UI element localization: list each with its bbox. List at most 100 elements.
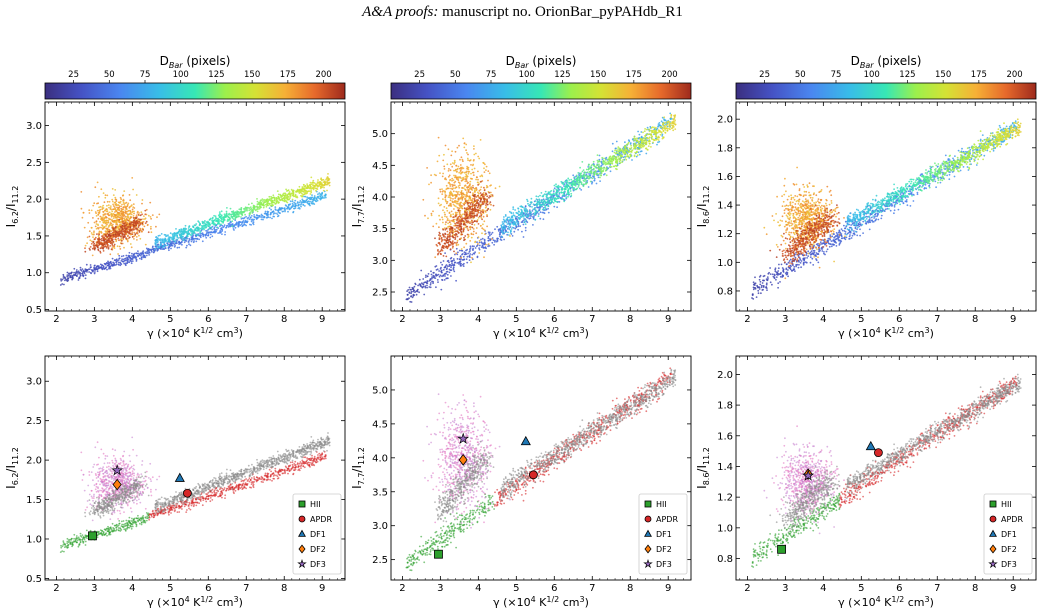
scatter-point — [285, 188, 287, 191]
scatter-point — [441, 275, 443, 278]
scatter-point — [282, 210, 285, 213]
scatter-point — [235, 211, 237, 214]
scatter-point — [89, 246, 92, 248]
scatter-point — [477, 155, 480, 158]
scatter-point — [262, 200, 265, 202]
scatter-point — [641, 141, 644, 143]
scatter-point — [129, 212, 132, 215]
scatter-point — [196, 233, 198, 236]
scatter-point — [261, 215, 264, 217]
scatter-point — [557, 188, 560, 191]
scatter-point — [458, 207, 461, 210]
scatter-point — [541, 195, 544, 198]
scatter-point — [615, 149, 618, 152]
scatter-point — [566, 184, 569, 187]
scatter-point — [111, 238, 114, 241]
scatter-point — [431, 277, 433, 280]
scatter-point — [129, 243, 132, 245]
x-tick-label: 5 — [167, 314, 173, 325]
scatter-point — [566, 187, 569, 189]
scatter-point — [319, 198, 322, 201]
scatter-point — [113, 227, 115, 230]
scatter-point — [116, 219, 119, 221]
scatter-point — [169, 241, 171, 243]
scatter-point — [86, 236, 89, 239]
scatter-point — [618, 147, 621, 150]
scatter-point — [201, 220, 204, 223]
scatter-point — [129, 232, 132, 235]
scatter-point — [502, 231, 505, 234]
scatter-point — [672, 118, 675, 120]
scatter-point — [662, 130, 665, 133]
scatter-point — [98, 195, 100, 198]
scatter-point — [304, 184, 307, 187]
scatter-point — [297, 203, 300, 206]
scatter-point — [472, 252, 475, 255]
scatter-point — [575, 180, 578, 183]
scatter-point — [84, 244, 87, 247]
scatter-point — [414, 283, 417, 286]
scatter-point — [572, 187, 574, 190]
scatter-point — [131, 231, 134, 234]
scatter-point — [289, 200, 292, 203]
scatter-point — [613, 151, 616, 154]
scatter-point — [310, 183, 313, 186]
scatter-point — [145, 220, 148, 223]
scatter-point — [208, 219, 211, 221]
scatter-point — [195, 223, 198, 225]
scatter-point — [645, 141, 648, 144]
scatter-point — [223, 216, 226, 219]
scatter-point — [284, 193, 287, 195]
scatter-point — [538, 209, 541, 212]
scatter-point — [658, 136, 660, 139]
scatter-point — [91, 254, 94, 257]
scatter-point — [93, 221, 96, 224]
scatter-point — [121, 218, 123, 220]
scatter-point — [141, 230, 143, 233]
scatter-point — [175, 233, 178, 235]
scatter-point — [213, 226, 216, 229]
x-axis-label: γ (×104 K1/2 cm3) — [147, 326, 243, 340]
scatter-point — [433, 276, 436, 279]
scatter-point — [105, 246, 108, 249]
scatter-point — [117, 261, 120, 264]
scatter-point — [299, 188, 302, 191]
scatter-point — [197, 220, 200, 223]
scatter-point — [148, 252, 151, 254]
scatter-point — [464, 180, 467, 183]
scatter-point — [535, 198, 538, 201]
scatter-point — [671, 124, 673, 127]
scatter-point — [664, 129, 667, 131]
colorbar-tick-label: 125 — [208, 70, 224, 80]
scatter-point — [131, 236, 134, 238]
page-header: A&A proofs: manuscript no. OrionBar_pyPA… — [0, 4, 1045, 21]
scatter-point — [107, 247, 110, 250]
scatter-point — [125, 223, 128, 226]
scatter-point — [610, 166, 613, 168]
scatter-point — [575, 174, 578, 177]
scatter-point — [160, 244, 162, 247]
scatter-point — [200, 227, 203, 230]
scatter-point — [438, 270, 440, 272]
scatter-point — [252, 221, 255, 224]
scatter-point — [211, 225, 214, 228]
scatter-point — [97, 248, 100, 251]
scatter-point — [633, 135, 636, 138]
scatter-point — [233, 215, 235, 218]
scatter-point — [124, 202, 127, 205]
scatter-point — [204, 226, 207, 229]
scatter-point — [651, 135, 654, 138]
scatter-point — [262, 203, 265, 206]
scatter-point — [123, 217, 126, 220]
scatter-point — [139, 252, 142, 255]
scatter-point — [96, 233, 98, 236]
scatter-point — [271, 204, 274, 207]
colorbar-tick-label: 200 — [661, 70, 677, 80]
scatter-point — [220, 210, 223, 213]
scatter-point — [600, 174, 602, 177]
scatter-point — [278, 198, 281, 201]
scatter-point — [500, 239, 503, 242]
scatter-point — [213, 214, 216, 217]
scatter-point — [617, 146, 620, 149]
scatter-point — [248, 215, 251, 217]
